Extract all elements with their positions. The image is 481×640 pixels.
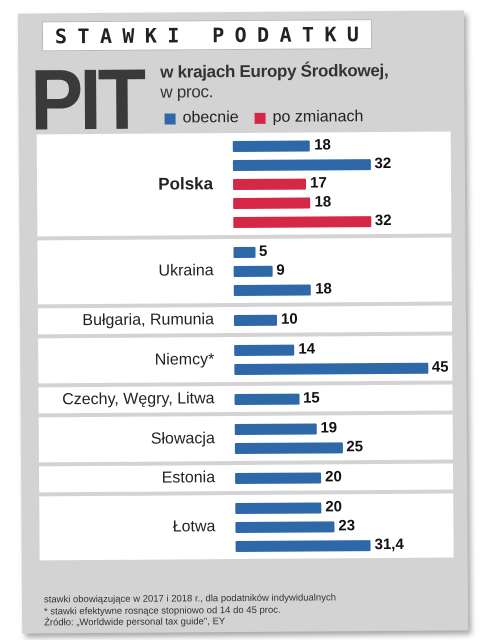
legend-item-after: po zmianach <box>254 108 364 127</box>
chart-row: Estonia 20 <box>39 463 454 493</box>
kicker-letter: U <box>346 22 360 47</box>
bar-value-label: 18 <box>315 280 332 298</box>
legend-item-current: obecnie <box>164 109 239 128</box>
bar-value-label: 5 <box>258 242 268 260</box>
kicker-letter: T <box>301 22 315 47</box>
bar <box>233 197 311 210</box>
bar <box>235 540 371 553</box>
legend-label-current: obecnie <box>182 109 239 127</box>
category-label: Bułgaria, Rumunia <box>82 311 215 330</box>
legend-swatch-current <box>164 112 176 125</box>
category-label: Ukraina <box>158 262 214 280</box>
bar-value-label: 18 <box>314 193 332 211</box>
category-label: Czechy, Węgry, Litwa <box>62 390 215 409</box>
bar-value-label: 31,4 <box>374 535 404 554</box>
bar-value-label: 15 <box>302 389 320 407</box>
bar-value-label: 20 <box>325 468 342 486</box>
bar-value-label: 9 <box>276 261 285 279</box>
category-label: Łotwa <box>172 518 216 536</box>
bar-value-label: 32 <box>374 154 392 173</box>
kicker-letter: K <box>324 22 337 47</box>
bar <box>234 442 343 455</box>
kicker-letter: W <box>122 23 135 48</box>
big-title: PIT <box>30 51 143 149</box>
bar <box>232 159 371 172</box>
bar <box>234 393 300 406</box>
chart-row: Czechy, Węgry, Litwa 15 <box>38 384 453 414</box>
subtitle-bold: w krajach Europy Środkowej, <box>160 60 389 82</box>
kicker-letter: A <box>279 22 292 47</box>
chart-row: Słowacja 19 25 <box>38 414 453 463</box>
bar <box>232 140 311 153</box>
category-label: Polska <box>158 174 214 194</box>
footnotes: stawki obowiązujące w 2017 i 2018 r., dl… <box>44 591 464 628</box>
kicker-letter: D <box>256 22 270 47</box>
chart-row: Ukraina 5 9 18 <box>37 237 452 305</box>
category-label: Słowacja <box>150 429 215 448</box>
kicker-letter: O <box>234 22 247 48</box>
bar-value-label: 19 <box>320 419 338 437</box>
category-label: Estonia <box>161 469 216 487</box>
subtitle-unit: w proc. <box>160 82 214 102</box>
chart-row: Łotwa 20 23 31,4 <box>39 493 454 561</box>
chart-row: Polska 18 32 17 18 32 <box>36 131 452 237</box>
bar-value-label: 25 <box>346 438 364 456</box>
bar <box>233 265 273 278</box>
bar <box>234 362 428 376</box>
bar <box>234 344 295 357</box>
bar-value-label: 18 <box>314 136 331 154</box>
bar <box>235 502 322 515</box>
bar <box>234 423 317 436</box>
bar-value-label: 17 <box>310 174 327 192</box>
subtitle: w krajach Europy Środkowej, w proc. <box>160 60 460 102</box>
category-label: Niemcy* <box>154 350 215 369</box>
legend-swatch-after <box>254 112 266 124</box>
chart-row: Niemcy* 14 45 <box>38 335 453 384</box>
kicker-letter: T <box>77 24 90 49</box>
bar <box>233 216 371 229</box>
kicker-letter <box>190 25 202 45</box>
kicker-letter: K <box>144 23 157 48</box>
bar-value-label: 32 <box>374 211 392 230</box>
bar <box>233 246 256 259</box>
kicker-letter: I <box>167 23 180 48</box>
bar-value-label: 20 <box>325 498 343 516</box>
footnote-source: Źródło: „Worldwide personal tax guide", … <box>44 616 226 629</box>
bar-value-label: 14 <box>298 340 316 358</box>
bar <box>233 284 312 297</box>
bar-value-label: 45 <box>431 358 449 376</box>
kicker-letter: A <box>99 23 113 48</box>
bar <box>235 472 322 485</box>
legend-label-after: po zmianach <box>272 108 364 126</box>
bar <box>233 178 307 191</box>
legend: obecnie po zmianach <box>164 108 380 128</box>
kicker-letter: S <box>54 24 68 49</box>
kicker-letter: P <box>212 23 225 48</box>
bar <box>235 521 335 534</box>
bar-value-label: 10 <box>280 310 298 328</box>
bar-value-label: 23 <box>338 517 356 535</box>
chart-row: Bułgaria, Rumunia 10 <box>37 305 453 335</box>
bar <box>233 314 278 327</box>
